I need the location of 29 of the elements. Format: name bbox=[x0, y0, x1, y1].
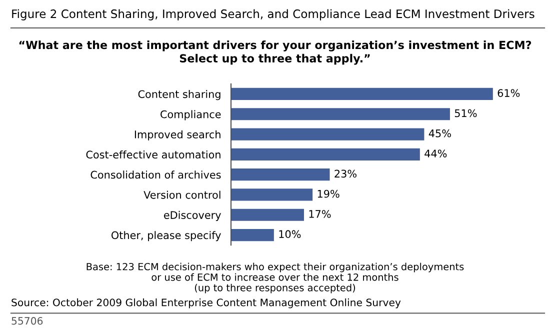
y-tick-label: Cost-effective automation bbox=[86, 150, 220, 159]
y-tick-label: Consolidation of archives bbox=[90, 170, 221, 179]
bar bbox=[231, 168, 330, 181]
bar bbox=[231, 108, 450, 120]
data-label: 44% bbox=[424, 150, 447, 158]
chart-title: Figure 2 Content Sharing, Improved Search, and Compliance Lead ECM Investment Drivers bbox=[12, 9, 534, 20]
y-tick-label: eDiscovery bbox=[164, 210, 221, 221]
bar bbox=[231, 228, 274, 242]
bar bbox=[231, 188, 313, 201]
bar bbox=[231, 148, 420, 160]
data-label: 51% bbox=[454, 109, 477, 118]
text: Base: 123 ECM decision-makers who expect their organization’s deployments or use of ECM to increase over the next 12 months (up to three responses accepted) bbox=[86, 262, 464, 294]
y-tick-label: Version control bbox=[144, 190, 220, 199]
y-tick-label: Improved search bbox=[134, 130, 220, 140]
source-note: Source: October 2009 Global Enterprise Content Management Online Survey bbox=[12, 298, 401, 308]
data-label: 17% bbox=[309, 210, 331, 218]
chart-subtitle: “What are the most important drivers for your organization’s investment in ECM? Select up to three that apply.” bbox=[19, 40, 532, 65]
data-label: 23% bbox=[334, 170, 356, 178]
y-tick-label: Content sharing bbox=[138, 90, 220, 100]
bar bbox=[231, 88, 493, 100]
text: 55706 bbox=[12, 317, 43, 325]
y-tick-label: Other, please specify bbox=[111, 231, 221, 242]
bar bbox=[231, 128, 424, 140]
data-label: 45% bbox=[428, 129, 451, 138]
data-label: 61% bbox=[498, 89, 520, 97]
data-label: 10% bbox=[279, 230, 301, 238]
y-tick-label: Compliance bbox=[160, 110, 221, 120]
bar bbox=[231, 208, 304, 221]
data-label: 19% bbox=[318, 190, 340, 198]
